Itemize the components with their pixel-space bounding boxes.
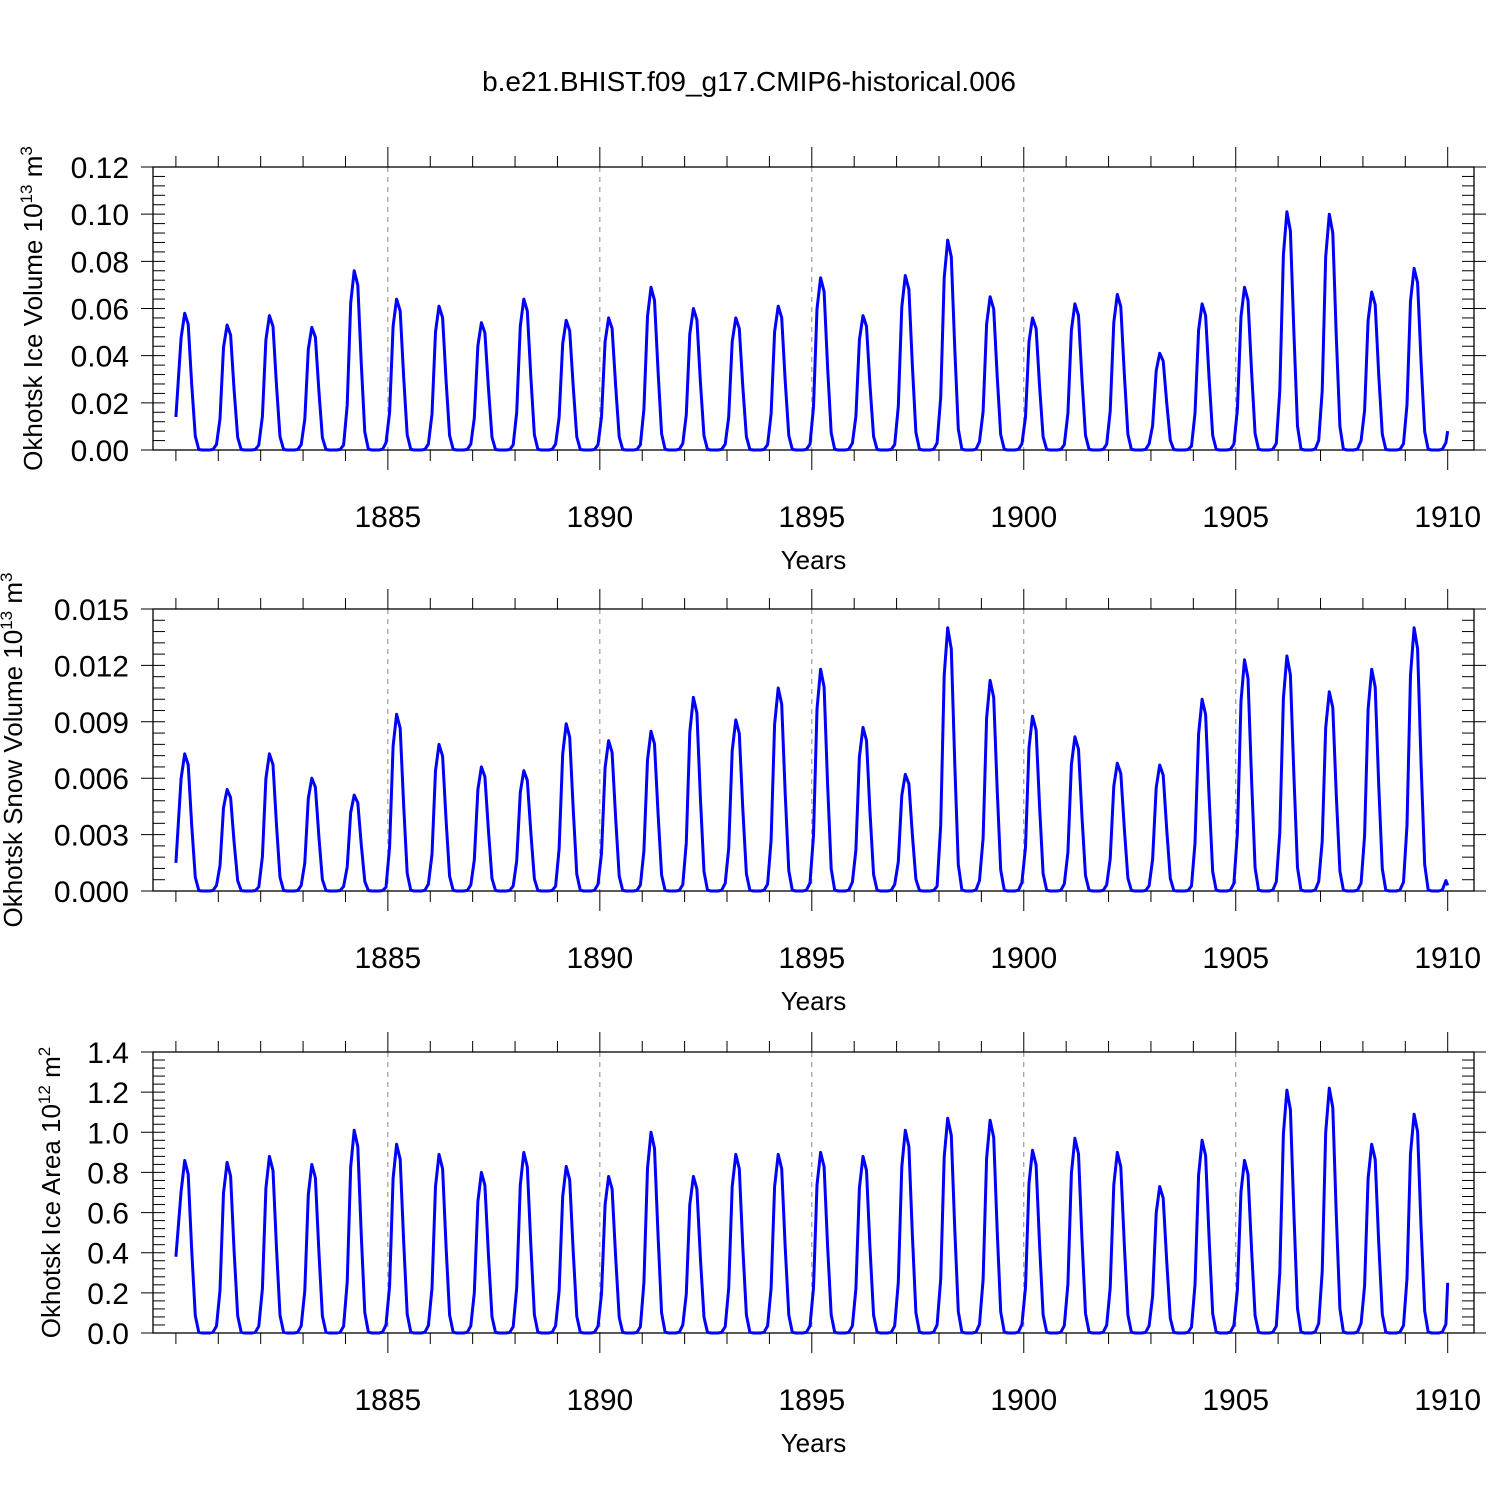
y-tick-label: 0.4 [87,1238,129,1271]
x-tick-label: 1910 [1414,1384,1481,1417]
x-tick-label: 1905 [1202,942,1269,975]
x-tick-label: 1885 [354,1384,421,1417]
y-tick-label: 0.006 [54,763,129,796]
x-tick-label: 1890 [566,501,633,534]
y-tick-label: 0.000 [54,876,129,909]
y-axis-label: Okhotsk Snow Volume 1013 m3 [0,573,28,928]
series-line-snow-volume [174,626,1450,893]
y-tick-label: 0.12 [71,152,129,185]
y-axis-label-ylabel-main: Okhotsk Snow Volume 10 [0,630,28,928]
y-axis-label-ylabel-exp: 13 [17,185,36,204]
figure-title: b.e21.BHIST.f09_g17.CMIP6-historical.006 [482,66,1016,97]
x-tick-label: 1900 [990,1384,1057,1417]
y-tick-label: 0.003 [54,820,129,853]
y-axis-label-ylabel-main: Okhotsk Ice Area 10 [36,1104,66,1338]
y-tick-label: 0.6 [87,1198,129,1231]
panel-ice-area: 0.0 0.2 0.4 0.6 0.8 1.0 1.2 1.4 1885 1890 1895 1900… [35,1032,1486,1458]
x-tick-label: 1885 [354,501,421,534]
y-tick-label: 1.2 [87,1077,129,1110]
y-axis-label-ylabel-exp: 12 [35,1085,54,1104]
x-axis-label: Years [781,986,847,1016]
x-tick-label: 1895 [778,501,845,534]
y-axis-label-ylabel-unit: m [18,156,48,185]
x-axis-label: Years [781,1428,847,1458]
x-tick-label: 1890 [566,1384,633,1417]
y-tick-label: 0.02 [71,388,129,421]
x-tick-label: 1910 [1414,501,1481,534]
y-axis-label-ylabel-unit: m [0,582,28,611]
series-line-ice-volume [174,210,1450,452]
y-tick-label: 0.04 [71,341,129,374]
y-axis-label-ylabel-unit-exp: 3 [17,146,36,155]
y-tick-label: 0.08 [71,246,129,279]
y-tick-label: 0.10 [71,199,129,232]
y-tick-label: 1.0 [87,1117,129,1150]
y-axis-label: Okhotsk Ice Area 1012 m2 [35,1047,66,1338]
x-tick-label: 1895 [778,942,845,975]
x-tick-label: 1885 [354,942,421,975]
y-tick-label: 0.009 [54,707,129,740]
y-tick-label: 0.0 [87,1318,129,1351]
y-tick-label: 0.06 [71,294,129,327]
y-tick-label: 0.00 [71,435,129,468]
x-tick-label: 1905 [1202,501,1269,534]
x-tick-label: 1890 [566,942,633,975]
x-tick-label: 1900 [990,501,1057,534]
y-axis-label-ylabel-exp: 13 [0,611,16,630]
y-tick-label: 0.2 [87,1278,129,1311]
plot-frame [152,1051,1475,1334]
y-axis-label-ylabel-unit-exp: 3 [0,573,16,582]
x-tick-label: 1895 [778,1384,845,1417]
y-axis-label: Okhotsk Ice Volume 1013 m3 [17,146,48,471]
y-axis-label-ylabel-main: Okhotsk Ice Volume 10 [18,203,48,470]
y-axis-label-ylabel-unit: m [36,1056,66,1085]
x-tick-label: 1910 [1414,942,1481,975]
y-tick-label: 1.4 [87,1037,129,1070]
panel-snow-volume: 0.000 0.003 0.006 0.009 0.012 0.015 1885 1890 18… [0,573,1486,1016]
y-axis-label-ylabel-unit-exp: 2 [35,1047,54,1056]
x-tick-label: 1905 [1202,1384,1269,1417]
series-line-ice-area [174,1086,1450,1335]
x-tick-label: 1900 [990,942,1057,975]
y-tick-label: 0.012 [54,650,129,683]
y-tick-label: 0.015 [54,594,129,627]
x-axis-label: Years [781,545,847,575]
plot-frame [152,608,1475,892]
panel-ice-volume: 0.00 0.02 0.04 0.06 0.08 0.10 0.12 1885 1890 1895… [17,146,1486,575]
y-tick-label: 0.8 [87,1157,129,1190]
